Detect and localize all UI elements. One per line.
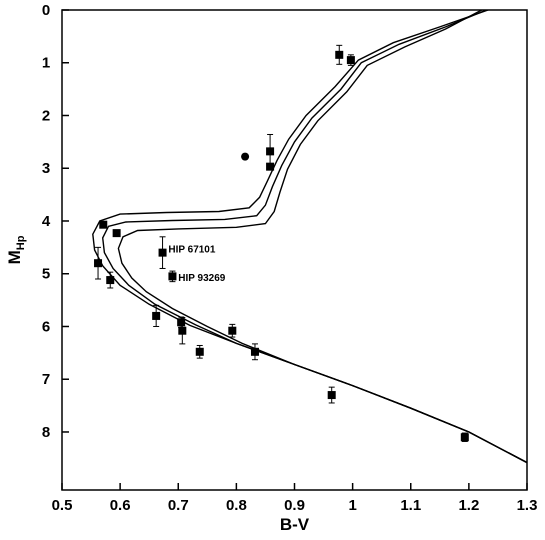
x-tick-label: 0.5	[52, 497, 73, 514]
isochrone-line-2	[101, 10, 527, 464]
data-point-square	[228, 326, 237, 335]
isochrone-line-3	[117, 10, 527, 464]
y-tick-label: 5	[42, 266, 50, 283]
data-point-square	[266, 162, 275, 171]
x-axis-title: B-V	[280, 515, 310, 534]
data-point-square	[106, 276, 115, 285]
x-axis-ticks: 0.5 0.6 0.7 0.8 0.9 1 1.1 1.2 1.3	[52, 483, 538, 514]
isochrone-curves	[92, 10, 527, 464]
isochrone-line-1	[92, 10, 527, 464]
x-tick-label: 0.6	[110, 497, 131, 514]
annotation-label: HIP 67101	[168, 244, 216, 255]
y-axis-ticks: 0 1 2 3 4 5 6 7 8	[42, 2, 69, 441]
data-point-square	[99, 220, 108, 229]
y-tick-label: 0	[42, 2, 50, 19]
data-point-circle	[241, 152, 250, 161]
x-tick-label: 1.2	[458, 497, 479, 514]
y-axis-title-main: M	[5, 250, 24, 264]
x-tick-label: 0.7	[168, 497, 189, 514]
data-point-square	[178, 326, 187, 335]
data-point-square	[158, 248, 167, 257]
data-point-square	[112, 229, 121, 238]
x-tick-label: 1.3	[517, 497, 538, 514]
y-tick-label: 8	[42, 424, 50, 441]
data-point-square	[177, 318, 186, 327]
data-point-square	[335, 50, 344, 59]
data-point-square	[94, 259, 103, 268]
x-tick-label: 1	[348, 497, 356, 514]
data-point-square	[152, 311, 161, 320]
y-tick-label: 7	[42, 371, 50, 388]
y-axis-title: MHp	[5, 235, 27, 264]
data-point-square	[327, 391, 336, 400]
y-tick-label: 4	[42, 213, 51, 230]
star-annotations: HIP 67101 HIP 93269	[168, 244, 225, 283]
data-point-square	[346, 56, 355, 65]
data-point-square	[168, 272, 177, 281]
x-tick-label: 0.9	[284, 497, 305, 514]
x-tick-label: 0.8	[226, 497, 247, 514]
y-axis-title-subscript: Hp	[15, 235, 27, 250]
data-points	[94, 44, 469, 442]
data-point-square	[195, 347, 204, 356]
data-point-square	[266, 147, 275, 156]
y-tick-label: 6	[42, 318, 50, 335]
x-tick-label: 1.1	[400, 497, 421, 514]
y-tick-label: 3	[42, 160, 50, 177]
data-point-square	[250, 347, 259, 356]
y-tick-label: 2	[42, 107, 50, 124]
y-tick-label: 1	[42, 55, 50, 72]
annotation-label: HIP 93269	[178, 273, 226, 284]
plot-frame	[61, 9, 528, 491]
data-point-square	[460, 433, 469, 442]
